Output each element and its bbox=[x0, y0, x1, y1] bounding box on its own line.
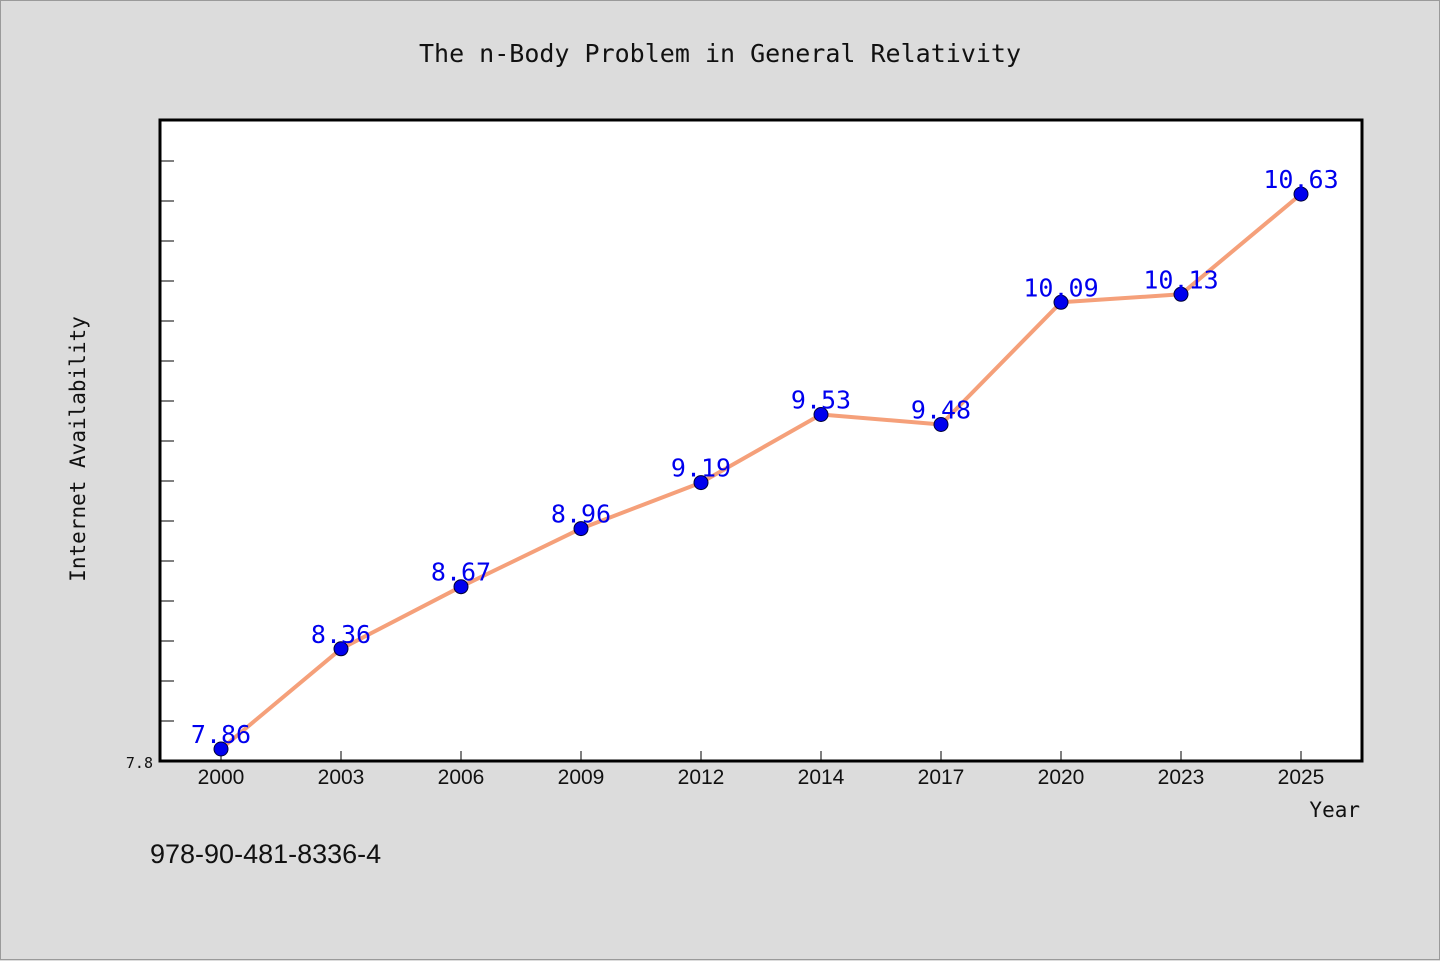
data-point bbox=[573, 521, 589, 537]
x-tick-label: 2017 bbox=[918, 766, 965, 789]
data-point bbox=[693, 475, 709, 491]
data-point bbox=[1293, 186, 1309, 202]
data-point bbox=[1173, 286, 1189, 302]
x-tick-label: 2025 bbox=[1278, 766, 1325, 789]
plot-area bbox=[158, 118, 1364, 763]
series-group: 7.86 8.36 8.67 8.96 9.19 9.53 9.48 10.09 10.13 10… bbox=[191, 165, 1339, 757]
data-label: 9.19 bbox=[671, 454, 731, 483]
data-point bbox=[1053, 294, 1069, 310]
data-label: 10.09 bbox=[1023, 273, 1098, 302]
data-point bbox=[453, 579, 469, 595]
data-label: 8.36 bbox=[311, 620, 371, 649]
x-tick-label: 2000 bbox=[198, 766, 245, 789]
footer-isbn: 978-90-481-8336-4 bbox=[150, 839, 381, 869]
x-tick-label: 2003 bbox=[318, 766, 365, 789]
data-label: 9.48 bbox=[911, 396, 971, 425]
data-point bbox=[333, 641, 349, 657]
data-label: 8.96 bbox=[551, 500, 611, 529]
data-point bbox=[933, 417, 949, 432]
data-label: 10.13 bbox=[1143, 265, 1218, 294]
x-axis-tick-labels: 2000 2003 2006 2009 2012 2014 2017 2020 2023 2025 bbox=[198, 766, 1325, 789]
x-tick-label: 2006 bbox=[438, 766, 485, 789]
x-tick-label: 2014 bbox=[798, 766, 845, 789]
data-point bbox=[213, 741, 229, 757]
x-axis-label: Year bbox=[1309, 798, 1360, 822]
x-tick-label: 2009 bbox=[558, 766, 605, 789]
y-axis-label: Internet Availability bbox=[66, 316, 90, 582]
data-label: 8.67 bbox=[431, 558, 491, 587]
y-tick-label: 7.8 bbox=[126, 754, 153, 772]
series-line bbox=[219, 192, 1303, 751]
data-label: 7.86 bbox=[191, 720, 251, 749]
x-axis-ticks bbox=[220, 751, 1302, 761]
x-tick-label: 2023 bbox=[1158, 766, 1205, 789]
y-axis-ticks bbox=[160, 160, 174, 722]
data-label: 9.53 bbox=[791, 386, 851, 415]
data-point bbox=[813, 407, 829, 422]
chart-title: The n-Body Problem in General Relativity bbox=[419, 39, 1021, 68]
x-tick-label: 2012 bbox=[678, 766, 725, 789]
data-label: 10.63 bbox=[1263, 165, 1338, 194]
x-tick-label: 2020 bbox=[1038, 766, 1085, 789]
